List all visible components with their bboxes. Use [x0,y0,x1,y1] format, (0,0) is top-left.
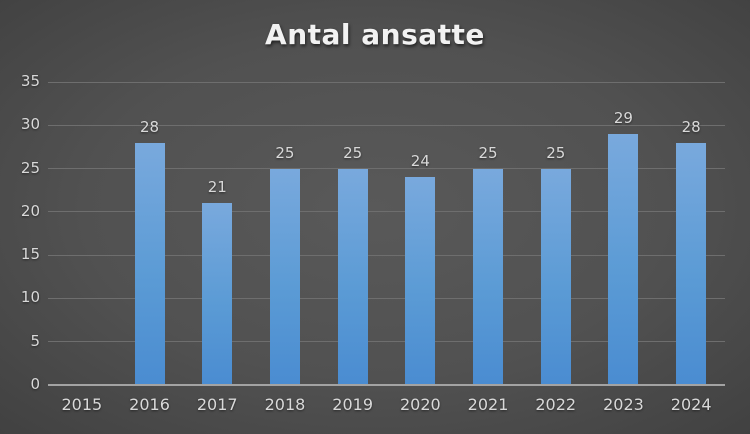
y-axis-label: 25 [20,158,40,177]
gridline [48,211,725,213]
x-axis-label-2022: 2022 [535,395,577,414]
gridline [48,168,725,170]
x-axis-label-2016: 2016 [129,395,170,414]
bar-label-2022: 25 [546,143,566,162]
x-axis-label-2024: 2024 [670,395,712,414]
bar-2022[interactable] [540,168,571,385]
bar-2016[interactable] [134,142,165,385]
chart-title: Antal ansatte [265,18,485,51]
gridline [48,81,725,83]
bar-label-2021: 25 [478,143,498,162]
bar-label-2018: 25 [275,143,295,162]
x-axis-label-2023: 2023 [603,395,644,414]
bar-2019[interactable] [337,168,368,385]
gridline [48,254,725,256]
gridline [48,341,725,343]
x-axis-label-2020: 2020 [399,395,441,414]
bar-2023[interactable] [608,133,639,385]
y-axis-label: 35 [20,72,40,90]
bar-2024[interactable] [676,142,707,385]
bar-label-2017: 21 [207,178,227,197]
x-axis-label-2021: 2021 [467,395,509,414]
x-axis-label-2018: 2018 [264,395,306,414]
bar-2020[interactable] [405,177,436,385]
y-axis-label: 15 [20,245,40,264]
y-axis-label: 5 [30,331,40,350]
bar-label-2023: 29 [613,108,633,127]
gridline [48,297,725,299]
bar-label-2019: 25 [343,143,363,162]
bar-label-2016: 28 [140,117,160,136]
x-axis-line [48,384,725,386]
y-axis-label: 0 [30,375,40,393]
x-axis-label-2019: 2019 [332,395,373,414]
y-axis-label: 30 [20,115,40,134]
gridline [48,124,725,126]
bar-label-2020: 24 [410,152,430,171]
bar-2018[interactable] [269,168,300,385]
bar-2017[interactable] [202,203,233,385]
x-axis-label-2015: 2015 [61,395,103,414]
bar-2021[interactable] [473,168,504,385]
bar-label-2024: 28 [681,117,701,136]
x-axis-label-2017: 2017 [196,395,238,414]
y-axis-label: 10 [20,288,40,307]
y-axis-label: 20 [20,201,40,220]
